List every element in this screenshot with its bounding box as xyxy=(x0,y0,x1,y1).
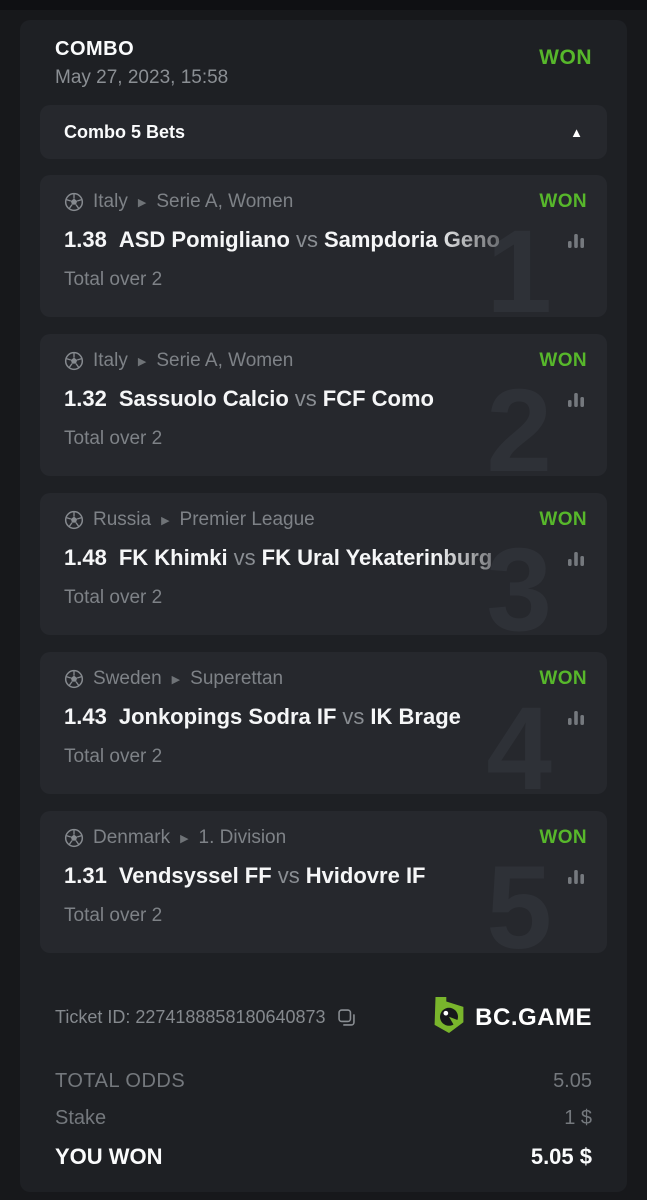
bet-status-badge: WON xyxy=(539,668,587,689)
soccer-ball-icon xyxy=(64,192,84,212)
stake-value: 1 $ xyxy=(564,1107,592,1129)
bet-league-name: Serie A, Women xyxy=(156,350,294,371)
breadcrumb-arrow-icon: ▶ xyxy=(137,196,147,209)
you-won-label: YOU WON xyxy=(55,1144,163,1169)
combo-collapse-bar[interactable]: Combo 5 Bets ▲ xyxy=(40,105,607,159)
match-title: 1.43 Jonkopings Sodra IF vs IK Brage xyxy=(64,704,551,730)
bet-league-name: 1. Division xyxy=(198,827,287,848)
vs-label: vs xyxy=(342,704,365,729)
home-team: Vendsyssel FF xyxy=(118,863,272,888)
bet-card: 1 Italy ▶ Serie A, Women WON 1.38 ASD Pom… xyxy=(40,175,607,317)
bet-card: 3 Russia ▶ Premier League WON 1.48 FK Khi… xyxy=(40,493,607,635)
stats-icon[interactable] xyxy=(565,229,587,251)
bet-market: Total over 2 xyxy=(64,428,163,449)
home-team: Sassuolo Calcio xyxy=(118,386,289,411)
away-team: Sampdoria Geno xyxy=(323,227,500,252)
bet-status-badge: WON xyxy=(539,350,587,371)
collapse-up-icon: ▲ xyxy=(570,124,583,140)
brand-logo: BC.GAME xyxy=(431,995,592,1040)
bet-country: Russia xyxy=(93,509,152,530)
bet-league-name: Superettan xyxy=(190,668,284,689)
stats-icon[interactable] xyxy=(565,388,587,410)
ticket-status-badge: WON xyxy=(539,46,592,69)
bet-ticket-card: COMBO May 27, 2023, 15:58 WON Combo 5 Be… xyxy=(20,20,627,1192)
you-won-value: 5.05 $ xyxy=(530,1144,592,1169)
breadcrumb-arrow-icon: ▶ xyxy=(171,673,181,686)
bet-odds: 1.32 xyxy=(64,386,107,411)
soccer-ball-icon xyxy=(64,669,84,689)
bet-league-name: Serie A, Women xyxy=(156,191,294,212)
match-title: 1.38 ASD Pomigliano vs Sampdoria Geno xyxy=(64,227,551,253)
stake-label: Stake xyxy=(55,1107,107,1129)
bet-league-name: Premier League xyxy=(179,509,315,530)
bet-odds: 1.38 xyxy=(64,227,107,252)
bet-status-badge: WON xyxy=(539,509,587,530)
bet-market: Total over 2 xyxy=(64,905,163,926)
top-strip xyxy=(0,0,647,10)
bet-card: 5 Denmark ▶ 1. Division WON 1.31 Vendsyss… xyxy=(40,811,607,953)
stats-icon[interactable] xyxy=(565,547,587,569)
breadcrumb-arrow-icon: ▶ xyxy=(137,355,147,368)
soccer-ball-icon xyxy=(64,351,84,371)
away-team: FCF Como xyxy=(322,386,434,411)
match-title: 1.32 Sassuolo Calcio vs FCF Como xyxy=(64,386,551,412)
bet-card: 4 Sweden ▶ Superettan WON 1.43 Jonkopings… xyxy=(40,652,607,794)
bet-odds: 1.43 xyxy=(64,704,107,729)
bet-status-badge: WON xyxy=(539,191,587,212)
bcgame-logo-icon xyxy=(431,995,467,1040)
match-title: 1.31 Vendsyssel FF vs Hvidovre IF xyxy=(64,863,551,889)
total-odds-value: 5.05 xyxy=(553,1070,592,1092)
ticket-type-label: COMBO xyxy=(55,38,135,60)
brand-name: BC.GAME xyxy=(475,1003,592,1031)
away-team: Hvidovre IF xyxy=(305,863,426,888)
bet-market: Total over 2 xyxy=(64,587,163,608)
ticket-header: COMBO May 27, 2023, 15:58 WON xyxy=(20,36,627,89)
breadcrumb-arrow-icon: ▶ xyxy=(161,514,170,527)
stats-icon[interactable] xyxy=(565,706,587,728)
bet-country: Italy xyxy=(93,191,128,212)
bet-country: Denmark xyxy=(93,827,171,848)
bet-odds: 1.31 xyxy=(64,863,107,888)
vs-label: vs xyxy=(233,545,256,570)
vs-label: vs xyxy=(277,863,300,888)
total-odds-label: TOTAL ODDS xyxy=(55,1070,186,1092)
bet-country: Sweden xyxy=(93,668,162,689)
combo-bar-label: Combo 5 Bets xyxy=(64,121,186,142)
soccer-ball-icon xyxy=(64,828,84,848)
away-team: FK Ural Yekaterinburg xyxy=(261,545,493,570)
soccer-ball-icon xyxy=(64,510,84,530)
vs-label: vs xyxy=(295,227,318,252)
bet-market: Total over 2 xyxy=(64,269,163,290)
away-team: IK Brage xyxy=(370,704,461,729)
home-team: ASD Pomigliano xyxy=(118,227,290,252)
bet-status-badge: WON xyxy=(539,827,587,848)
bet-card: 2 Italy ▶ Serie A, Women WON 1.32 Sassuol… xyxy=(40,334,607,476)
copy-icon[interactable] xyxy=(336,1007,357,1028)
breadcrumb-arrow-icon: ▶ xyxy=(180,832,189,845)
bet-list: 1 Italy ▶ Serie A, Women WON 1.38 ASD Pom… xyxy=(40,175,607,953)
stats-icon[interactable] xyxy=(565,865,587,887)
ticket-date: May 27, 2023, 15:58 xyxy=(55,67,229,88)
bet-country: Italy xyxy=(93,350,128,371)
match-title: 1.48 FK Khimki vs FK Ural Yekaterinburg xyxy=(64,545,551,571)
home-team: FK Khimki xyxy=(118,545,228,570)
bet-market: Total over 2 xyxy=(64,746,163,767)
home-team: Jonkopings Sodra IF xyxy=(118,704,337,729)
vs-label: vs xyxy=(294,386,317,411)
ticket-id: Ticket ID: 2274188858180640873 xyxy=(55,1007,326,1027)
ticket-footer: Ticket ID: 2274188858180640873 BC.GAME T… xyxy=(20,995,627,1170)
bet-odds: 1.48 xyxy=(64,545,107,570)
